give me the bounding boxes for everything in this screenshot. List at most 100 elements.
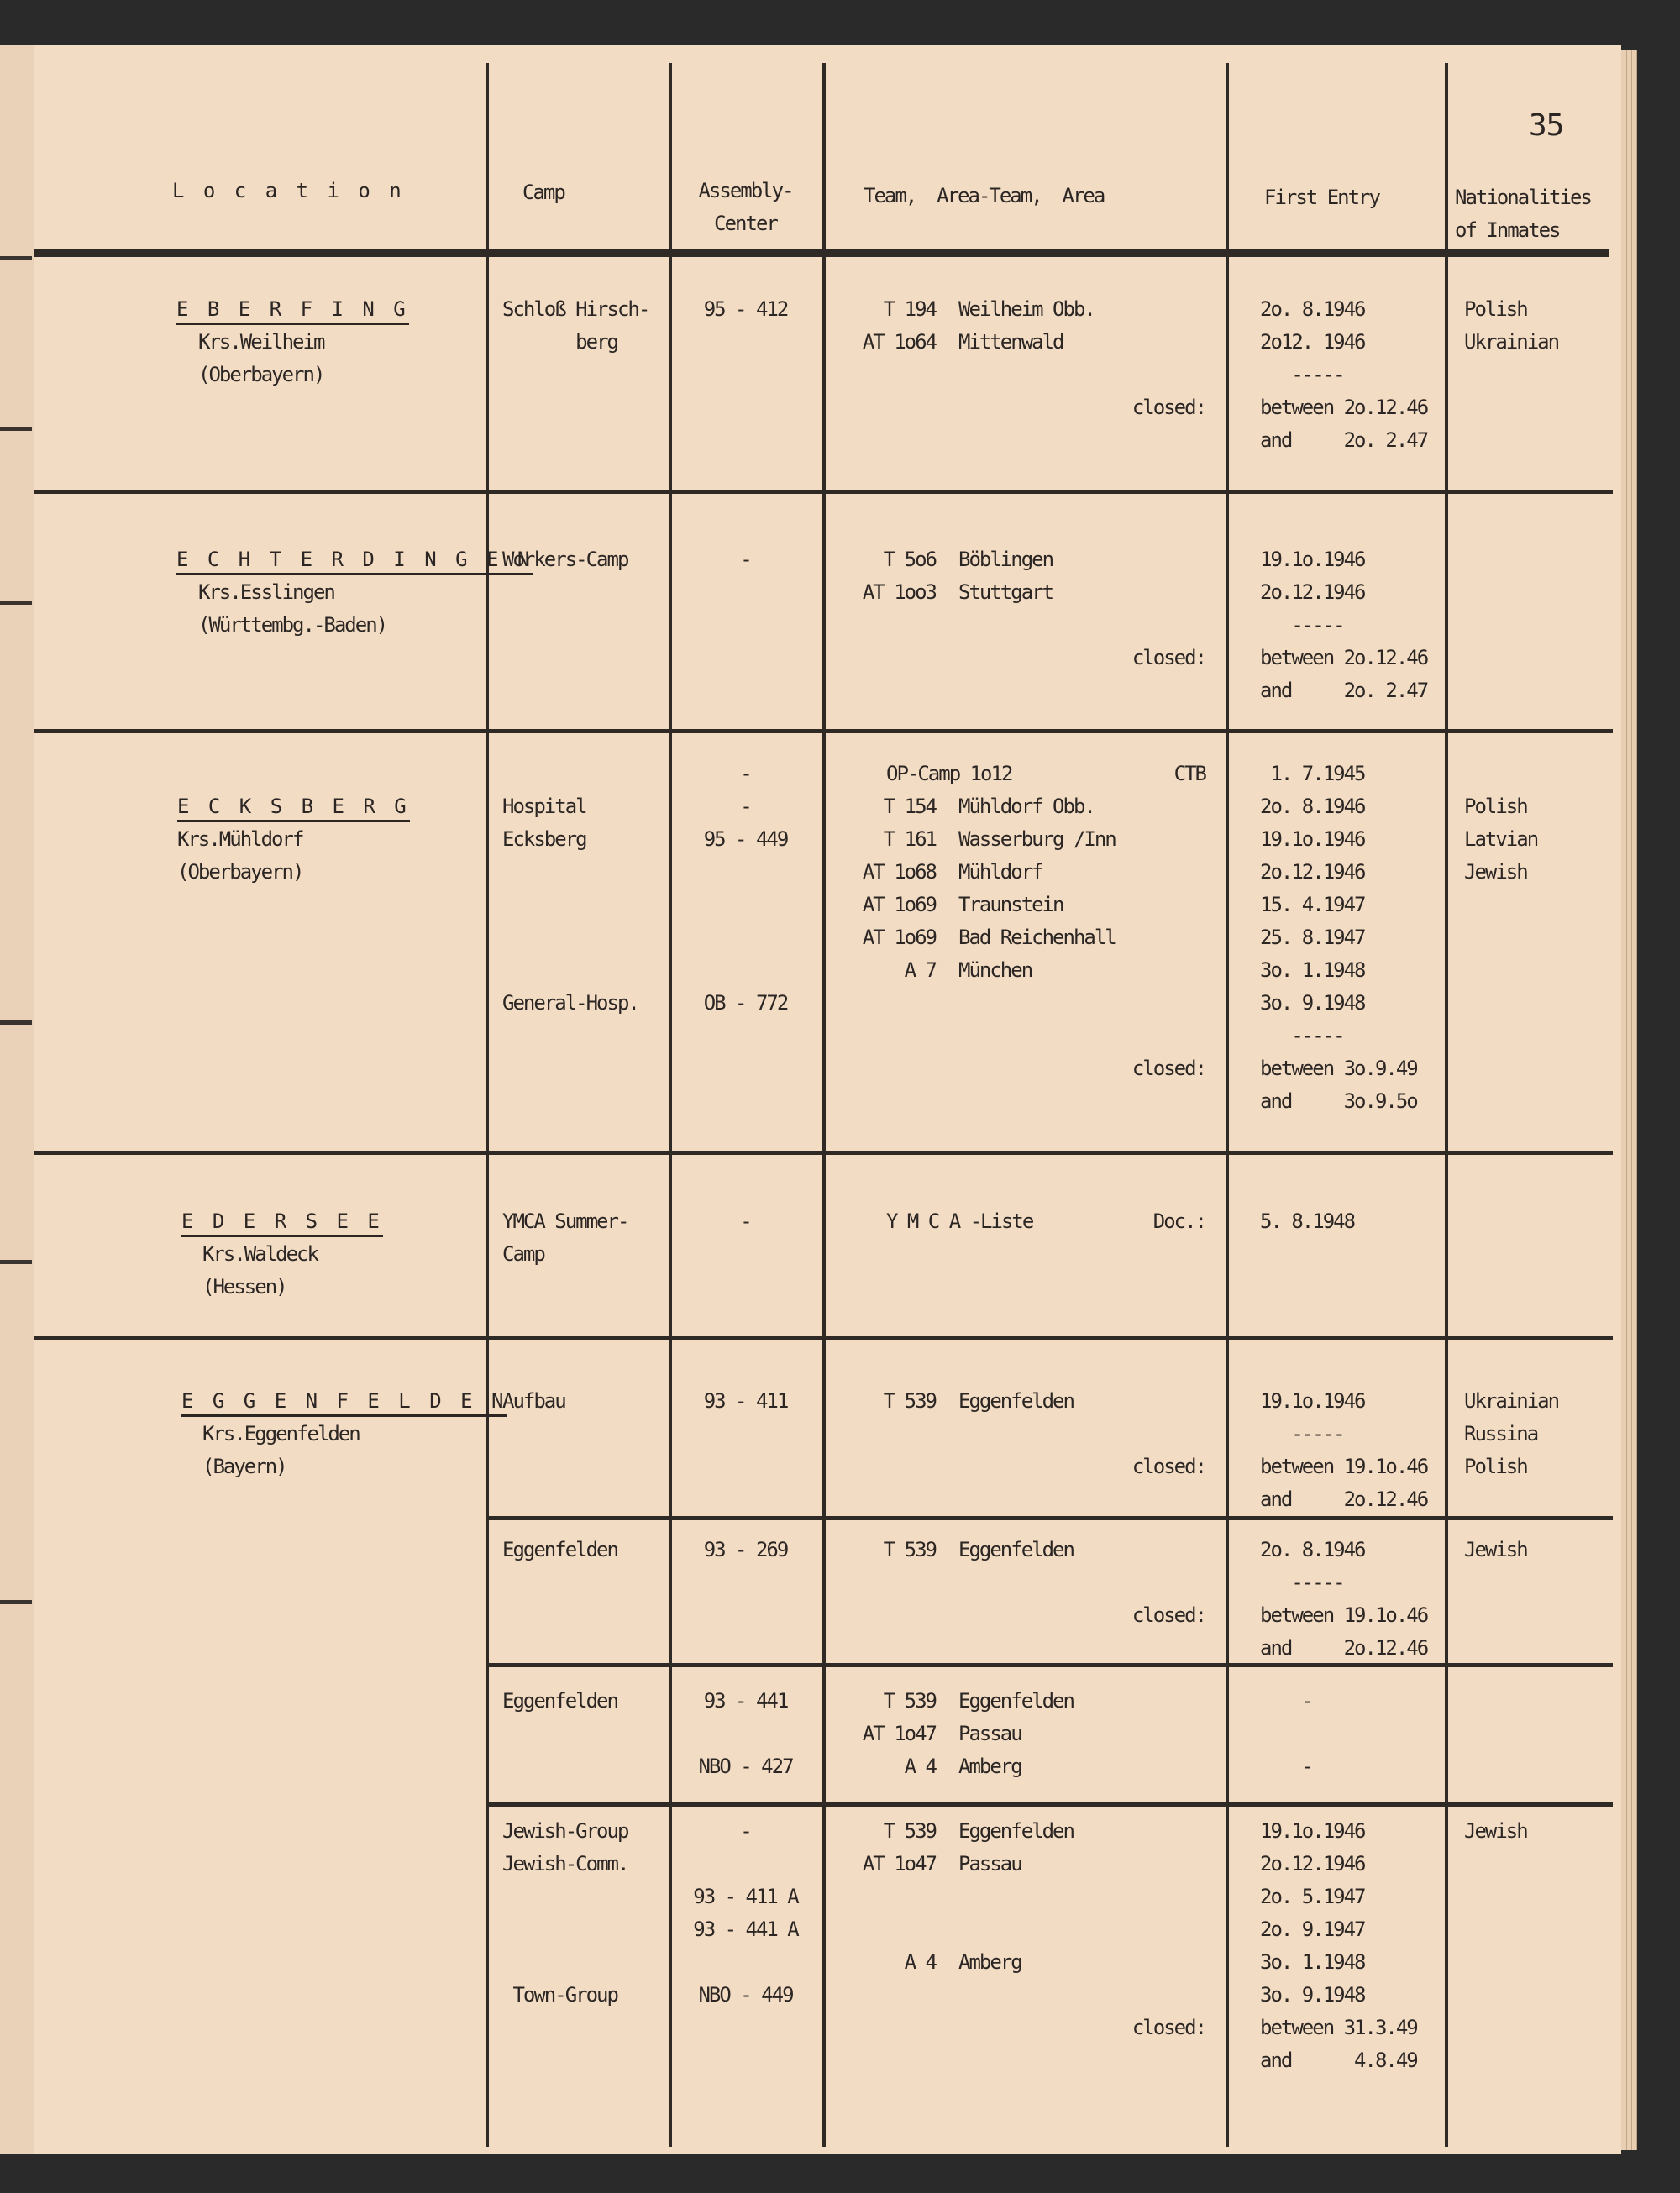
nationalities-line: Ukrainian	[1464, 1389, 1560, 1413]
first-entry-line: 2o. 8.1946	[1260, 297, 1367, 321]
team-line: T 154 Mühldorf Obb.	[826, 790, 1226, 823]
team-area: Stuttgart	[958, 580, 1054, 604]
previous-page-rule	[0, 601, 32, 605]
location-district: (Bayern)	[202, 1455, 288, 1478]
team-area: Traunstein	[958, 893, 1064, 916]
team-note: closed:	[1131, 1603, 1207, 1627]
location-district: Krs.Waldeck	[202, 1242, 319, 1266]
table-rule-horizontal	[34, 1151, 1613, 1155]
nationalities-line: Polish	[1464, 297, 1529, 321]
team-line: T 539 Eggenfelden	[826, 1385, 1226, 1418]
nationalities-line: Latvian	[1464, 827, 1539, 851]
camp-name-line: Eggenfelden	[502, 1538, 619, 1561]
first-entry-line: 2o. 8.1946	[1260, 795, 1366, 818]
location-name: E C K S B E R G	[177, 793, 410, 822]
camp-name-line	[502, 758, 638, 790]
team-area: Bad Reichenhall	[958, 926, 1117, 949]
first-entry: 2o. 8.1946 2o12. 1946 ----- between 2o.12.…	[1260, 293, 1429, 457]
page-edge	[1621, 50, 1627, 2150]
first-entry-line: -----	[1260, 1571, 1345, 1594]
team-code: AT 1o69	[862, 893, 937, 916]
first-entry-line: 1. 7.1945	[1260, 762, 1366, 785]
first-entry-line: 3o. 1.1948	[1260, 958, 1366, 982]
camp-name-line: Schloß Hirsch-	[502, 297, 650, 321]
camp-name-line: General-Hosp.	[502, 991, 640, 1015]
team-line: closed:	[826, 642, 1226, 674]
team-line	[826, 1418, 1226, 1451]
first-entry-line: 15. 4.1947	[1260, 893, 1366, 916]
nationalities: Ukrainian Russina Polish	[1464, 1385, 1560, 1483]
team-text: OP-Camp 1o12	[886, 762, 1013, 785]
assembly-center: 95 - 412	[672, 293, 819, 326]
team-area: Mühldorf Obb.	[958, 795, 1096, 818]
camp-name-line: Camp	[502, 1242, 546, 1266]
header-first-entry: First Entry	[1264, 186, 1381, 209]
first-entry-line: 2o.12.1946	[1260, 580, 1367, 604]
team-area: Eggenfelden	[958, 1819, 1075, 1843]
team-code: AT 1o47	[862, 1852, 937, 1876]
first-entry-line: between 31.3.49	[1260, 2016, 1419, 2039]
header-assembly: Assembly- Center	[672, 175, 819, 240]
location-cell: E B E R F I N G Krs.Weilheim (Oberbayern)	[176, 293, 409, 391]
assembly-center-line: 95 - 412	[703, 297, 790, 321]
team-note: closed:	[1131, 1455, 1207, 1478]
assembly-center-line	[672, 921, 819, 954]
team-code: T 154	[883, 795, 937, 818]
table-rule-vertical	[669, 63, 672, 2147]
nationalities: Polish Ukrainian	[1464, 293, 1560, 359]
first-entry-line: and 3o.9.5o	[1260, 1089, 1419, 1113]
team-line: closed:	[826, 2012, 1226, 2044]
team-line: AT 1o47 Passau	[826, 1718, 1226, 1750]
header-location: L o c a t i o n	[172, 179, 405, 202]
team-line: A 4 Amberg	[826, 1750, 1226, 1783]
first-entry: 19.1o.1946 2o.12.1946 ----- between 2o.12.…	[1260, 543, 1429, 707]
nationalities-line: Polish	[1464, 795, 1529, 818]
camp-name-line	[502, 954, 638, 987]
assembly-center-line	[672, 1848, 819, 1881]
team-cell: T 539 Eggenfelden AT 1o47 Passau A 4 Amberg cl…	[826, 1815, 1226, 2044]
camp-name-line: Ecksberg	[502, 827, 588, 851]
location-cell: E C H T E R D I N G E N Krs.Esslingen (Wür…	[176, 543, 533, 642]
camp-name-line	[502, 1913, 627, 1946]
first-entry-line: and 2o.12.46	[1260, 1636, 1429, 1660]
location-name: E C H T E R D I N G E N	[176, 546, 533, 575]
team-code: AT 1o69	[862, 926, 937, 949]
table-rule-vertical	[1445, 63, 1448, 2147]
location-name: E B E R F I N G	[176, 296, 409, 325]
team-line: closed:	[826, 1052, 1226, 1085]
location-cell: E G G E N F E L D E N Krs.Eggenfelden (Bay…	[181, 1385, 507, 1483]
assembly-center-line: 93 - 269	[703, 1538, 790, 1561]
team-note: CTB	[1173, 762, 1207, 785]
camp-name-line: Aufbau	[502, 1389, 567, 1413]
team-code: T 539	[883, 1389, 937, 1413]
team-line: T 161 Wasserburg /Inn	[826, 823, 1226, 856]
team-line	[826, 1913, 1226, 1946]
nationalities-line: Russina	[1464, 1422, 1539, 1445]
assembly-center-line	[672, 1718, 819, 1750]
header-assembly-line: Center	[714, 212, 779, 235]
camp-name: Jewish-Group Jewish-Comm. Town-Group	[502, 1815, 629, 2012]
team-line: closed:	[826, 391, 1226, 424]
location-district: (Württembg.-Baden)	[198, 613, 388, 637]
assembly-center-line: -	[740, 795, 752, 818]
location-name-line: E C K S B E R G	[177, 790, 410, 823]
first-entry-line: 19.1o.1946	[1260, 1819, 1366, 1843]
team-line: AT 1o69 Traunstein	[826, 889, 1226, 921]
location-district: (Oberbayern)	[198, 363, 325, 386]
first-entry-line	[1260, 1718, 1312, 1750]
previous-page-rule	[0, 1260, 32, 1264]
first-entry-line: -----	[1260, 1422, 1345, 1445]
camp-name-line: YMCA Summer-	[502, 1209, 629, 1233]
table-rule-horizontal	[34, 249, 1609, 257]
first-entry-line: 2o.12.1946	[1260, 860, 1366, 884]
team-area: Eggenfelden	[958, 1389, 1075, 1413]
camp-name: Hospital Ecksberg General-Hosp.	[502, 758, 640, 1020]
team-code: AT 1o68	[862, 860, 937, 884]
first-entry-line: and 2o. 2.47	[1260, 679, 1429, 702]
previous-page-rule	[0, 427, 32, 431]
first-entry-line: 3o. 9.1948	[1260, 1983, 1366, 2007]
camp-name: Schloß Hirsch- berg	[502, 293, 650, 359]
nationalities: Jewish	[1464, 1534, 1529, 1566]
first-entry-line: -----	[1260, 613, 1345, 637]
team-area: Wasserburg /Inn	[958, 827, 1117, 851]
